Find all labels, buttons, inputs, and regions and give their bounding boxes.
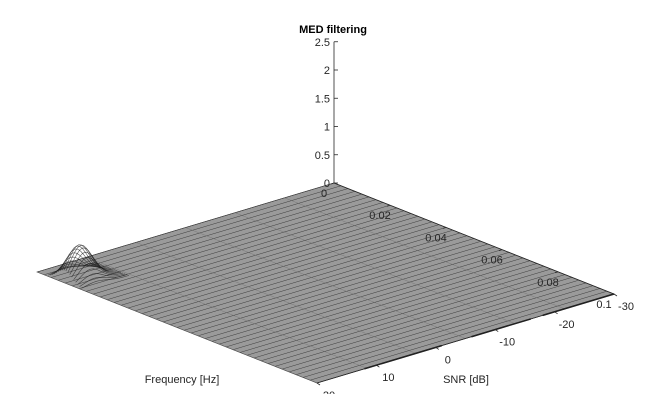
bump-ribbon	[69, 251, 118, 275]
z-tick-label: 2	[324, 65, 330, 77]
axes: 0 0.02 0.04 0.06 0.08 0.1 -30 -20 -10 0 10 20 0 0.5 1 1…	[315, 37, 634, 394]
y-tick	[613, 293, 618, 297]
bump-ribbon	[79, 274, 128, 287]
x-tick-label: 0.06	[481, 255, 502, 267]
bump-ribbon	[71, 257, 120, 278]
x-tick	[386, 204, 391, 207]
mesh-line-snr	[185, 227, 466, 339]
bump-ribbon	[73, 263, 122, 280]
y-tick-label: -20	[559, 319, 575, 331]
z-tick-label: 0.5	[315, 150, 330, 162]
x-tick-label: 0.04	[425, 232, 446, 244]
x-tick	[498, 249, 503, 251]
bump-ribbon	[81, 275, 130, 289]
mesh-line-snr	[284, 197, 565, 309]
x-tick	[554, 271, 559, 274]
x-axis-line	[333, 182, 615, 295]
x-tick-label: 0.02	[369, 210, 390, 222]
y-tick	[435, 347, 440, 350]
y-tick-label: 0	[445, 354, 451, 366]
x-tick-label: 0.1	[596, 299, 611, 311]
x-tick-label: 0	[321, 188, 327, 200]
surface-plot	[36, 182, 615, 384]
bump-ribbon	[75, 268, 124, 283]
z-tick-label: 0	[324, 178, 330, 190]
y-axis-label: SNR [dB]	[443, 374, 489, 386]
x-axis-label: Frequency [Hz]	[145, 374, 220, 386]
bump-ribbon	[77, 273, 126, 285]
z-tick-label: 1.5	[315, 93, 330, 105]
z-tick-label: 1	[324, 122, 330, 134]
mesh-line-snr	[36, 271, 318, 384]
z-tick-label: 2.5	[315, 37, 330, 49]
y-tick	[494, 329, 499, 332]
y-tick-label: 20	[323, 390, 335, 394]
x-tick	[330, 182, 335, 185]
y-axis-line	[316, 293, 615, 384]
chart-title: MED filtering	[299, 24, 367, 36]
y-tick	[376, 364, 380, 368]
bump-ribbon	[65, 244, 114, 272]
x-tick-label: 0.08	[537, 277, 558, 289]
y-tick	[316, 382, 321, 386]
mesh-line-snr	[86, 257, 367, 369]
y-tick	[554, 311, 558, 315]
bump-ribbon	[67, 247, 116, 273]
y-tick-label: -10	[499, 337, 515, 349]
y-tick-label: -30	[618, 301, 634, 313]
x-tick	[442, 227, 447, 229]
y-tick-label: 10	[382, 372, 394, 384]
mesh-line-snr	[234, 212, 516, 324]
